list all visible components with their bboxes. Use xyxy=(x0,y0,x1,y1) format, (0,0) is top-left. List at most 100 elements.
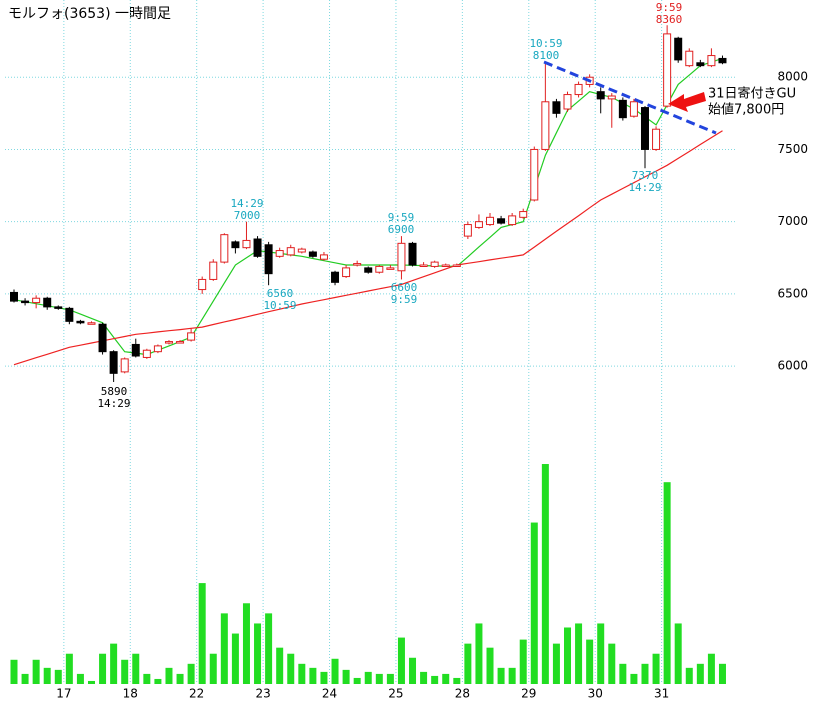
candle-body xyxy=(142,349,151,358)
candle-body xyxy=(364,267,373,273)
candle-body xyxy=(530,148,539,201)
volume-bar xyxy=(475,623,483,684)
candle-body xyxy=(652,128,661,150)
volume-bar xyxy=(630,673,638,684)
volume-bar xyxy=(132,653,140,684)
annotation: 6560 xyxy=(267,287,294,300)
volume-bar xyxy=(663,482,671,684)
candle-body xyxy=(253,238,262,257)
candle-body xyxy=(264,244,273,275)
volume-bar xyxy=(76,673,84,684)
candle-body xyxy=(231,241,240,249)
volume-bar xyxy=(530,522,538,684)
volume-bar xyxy=(342,669,350,684)
candle-body xyxy=(286,247,295,256)
x-tick-label: 29 xyxy=(521,687,536,701)
candle-body xyxy=(596,91,605,100)
volume-bar xyxy=(320,671,328,684)
annotation: 9:59 xyxy=(656,1,683,14)
volume-bar xyxy=(597,623,605,684)
volume-bar xyxy=(65,653,73,684)
candles xyxy=(10,25,727,382)
y-tick-label: 6500 xyxy=(777,286,808,300)
volume-bar xyxy=(564,627,571,684)
volume-bar xyxy=(696,663,704,684)
volume-bar xyxy=(586,639,594,684)
candle-body xyxy=(198,278,207,291)
volume-bar xyxy=(409,657,417,684)
grid xyxy=(5,0,735,684)
candle-body xyxy=(486,216,495,226)
candle-body xyxy=(153,345,162,353)
trend-line xyxy=(543,60,717,135)
candle-body xyxy=(408,242,417,266)
volume-bar xyxy=(619,663,627,684)
volume-bar xyxy=(497,667,505,684)
volume-bar xyxy=(21,673,29,684)
candle-body xyxy=(640,107,649,150)
candle-body xyxy=(275,250,284,257)
candle-body xyxy=(242,239,251,249)
candle-body xyxy=(331,271,340,283)
volume-bar xyxy=(353,677,361,684)
candle-body xyxy=(441,264,450,267)
candle-body xyxy=(43,297,52,308)
x-tick-label: 18 xyxy=(123,687,138,701)
x-tick-label: 30 xyxy=(588,687,603,701)
volume-bar xyxy=(287,653,295,684)
candle-body xyxy=(164,341,173,344)
candle-body xyxy=(220,234,229,263)
volume-bar xyxy=(641,663,649,684)
annotation: 6600 xyxy=(391,281,418,294)
candle-body xyxy=(120,358,129,373)
volume-bar xyxy=(397,637,405,684)
volume-bar xyxy=(309,667,317,684)
volume-bar xyxy=(121,659,129,684)
callout-line: 31日寄付きGU xyxy=(708,86,796,102)
volume-bar xyxy=(165,667,173,684)
candle-body xyxy=(76,320,85,324)
candle-body xyxy=(32,297,41,304)
volume-bar xyxy=(464,643,472,684)
annotation: 10:59 xyxy=(529,37,562,50)
candle-body xyxy=(397,242,406,272)
volume-bar xyxy=(198,583,206,684)
volume-bar xyxy=(431,675,439,684)
candle-body xyxy=(353,263,362,266)
candle-body xyxy=(497,218,506,224)
volume-bar xyxy=(220,613,228,684)
volume-bar xyxy=(608,643,616,684)
volume-bar xyxy=(486,647,494,684)
x-tick-label: 17 xyxy=(56,687,71,701)
volume-bar xyxy=(265,613,273,684)
candle-body xyxy=(463,224,472,237)
x-tick-label: 25 xyxy=(388,687,403,701)
volume-bar xyxy=(707,653,715,684)
candle-body xyxy=(552,101,561,114)
x-tick-label: 23 xyxy=(255,687,270,701)
volume-bar xyxy=(541,464,549,684)
volume-bar xyxy=(32,659,40,684)
candle-body xyxy=(563,94,572,110)
candle-body xyxy=(319,254,328,260)
volume-bar xyxy=(54,669,62,684)
candle-body xyxy=(629,101,638,117)
volume-bar xyxy=(519,639,527,684)
candle-body xyxy=(87,322,96,325)
annotation: 14:29 xyxy=(97,397,130,410)
volume-bar xyxy=(364,671,372,684)
candle-body xyxy=(21,300,30,304)
volume-bar xyxy=(386,673,394,684)
volume-bar xyxy=(209,653,217,684)
volume-bar xyxy=(453,677,461,684)
candle-body xyxy=(607,95,616,100)
candle-body xyxy=(98,323,107,353)
volume-bar xyxy=(143,673,151,684)
annotation: 14:29 xyxy=(230,197,263,210)
annotation: 9:59 xyxy=(388,211,415,224)
annotation: 5890 xyxy=(101,385,128,398)
volume-bar xyxy=(154,678,162,684)
candle-body xyxy=(574,83,583,96)
candle-body xyxy=(297,248,306,253)
